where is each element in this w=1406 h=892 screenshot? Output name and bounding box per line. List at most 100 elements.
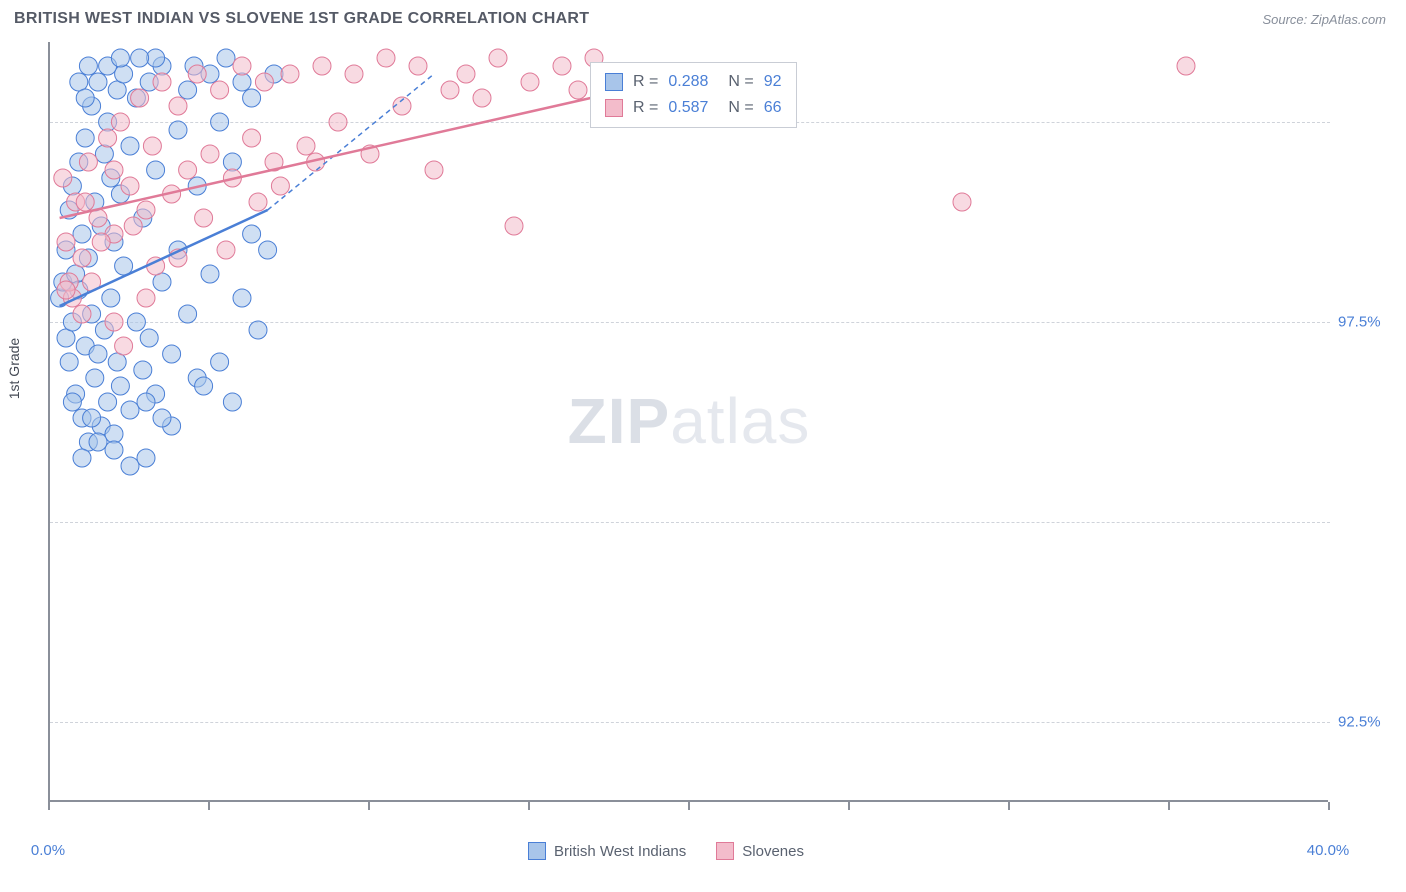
scatter-point [143, 137, 161, 155]
trend-line-extrapolated [268, 74, 434, 210]
scatter-point [76, 89, 94, 107]
scatter-point [137, 393, 155, 411]
legend-n-label: N = [728, 73, 753, 91]
x-tick [528, 802, 530, 810]
scatter-point [169, 97, 187, 115]
scatter-point [105, 425, 123, 443]
scatter-point [553, 57, 571, 75]
scatter-point [179, 305, 197, 323]
scatter-point [281, 65, 299, 83]
x-tick [688, 802, 690, 810]
bottom-legend-item: Slovenes [716, 842, 804, 860]
scatter-plot-svg [50, 42, 1330, 802]
scatter-point [441, 81, 459, 99]
scatter-point [102, 289, 120, 307]
legend-r-label: R = [633, 73, 658, 91]
scatter-point [137, 289, 155, 307]
scatter-point [89, 345, 107, 363]
scatter-point [249, 321, 267, 339]
scatter-point [73, 225, 91, 243]
x-tick-label: 0.0% [31, 842, 65, 859]
scatter-point [243, 89, 261, 107]
scatter-point [211, 353, 229, 371]
scatter-point [73, 249, 91, 267]
bottom-legend: British West Indians Slovenes [528, 842, 804, 860]
y-tick-label: 92.5% [1338, 714, 1381, 731]
scatter-point [111, 113, 129, 131]
scatter-point [217, 49, 235, 67]
x-tick [48, 802, 50, 810]
scatter-point [953, 193, 971, 211]
scatter-point [76, 193, 94, 211]
chart-source: Source: ZipAtlas.com [1262, 12, 1386, 27]
scatter-point [105, 441, 123, 459]
scatter-point [179, 81, 197, 99]
chart-container: ZIPatlas R =0.288N =92R =0.587N =66 1st … [48, 42, 1388, 822]
scatter-point [211, 113, 229, 131]
scatter-point [131, 89, 149, 107]
scatter-point [505, 217, 523, 235]
scatter-point [92, 233, 110, 251]
scatter-point [233, 73, 251, 91]
scatter-point [243, 225, 261, 243]
scatter-point [297, 137, 315, 155]
scatter-point [521, 73, 539, 91]
chart-header: BRITISH WEST INDIAN VS SLOVENE 1ST GRADE… [0, 0, 1406, 34]
scatter-point [147, 161, 165, 179]
x-tick [1008, 802, 1010, 810]
scatter-point [255, 73, 273, 91]
x-tick-label: 40.0% [1307, 842, 1350, 859]
scatter-point [108, 81, 126, 99]
scatter-point [95, 145, 113, 163]
scatter-point [457, 65, 475, 83]
legend-swatch [716, 842, 734, 860]
legend-swatch [528, 842, 546, 860]
scatter-point [153, 273, 171, 291]
legend-r-value: 0.587 [668, 99, 708, 117]
scatter-point [86, 369, 104, 387]
scatter-point [89, 73, 107, 91]
scatter-point [188, 65, 206, 83]
legend-n-value: 66 [764, 99, 782, 117]
stat-legend-box: R =0.288N =92R =0.587N =66 [590, 62, 797, 128]
scatter-point [569, 81, 587, 99]
legend-series-label: British West Indians [554, 843, 686, 860]
scatter-point [233, 57, 251, 75]
scatter-point [233, 289, 251, 307]
scatter-point [134, 361, 152, 379]
scatter-point [105, 313, 123, 331]
scatter-point [111, 377, 129, 395]
plot-area: ZIPatlas R =0.288N =92R =0.587N =66 [48, 42, 1328, 802]
scatter-point [271, 177, 289, 195]
scatter-point [121, 137, 139, 155]
scatter-point [153, 73, 171, 91]
scatter-point [409, 57, 427, 75]
scatter-point [115, 337, 133, 355]
scatter-point [79, 153, 97, 171]
stat-legend-row: R =0.288N =92 [605, 69, 782, 95]
scatter-point [131, 49, 149, 67]
scatter-point [147, 49, 165, 67]
legend-series-label: Slovenes [742, 843, 804, 860]
trend-line [60, 90, 626, 218]
y-axis-label: 1st Grade [6, 338, 22, 399]
scatter-point [99, 129, 117, 147]
scatter-point [76, 129, 94, 147]
scatter-point [60, 353, 78, 371]
scatter-point [169, 121, 187, 139]
x-tick [1168, 802, 1170, 810]
scatter-point [425, 161, 443, 179]
scatter-point [79, 57, 97, 75]
scatter-point [489, 49, 507, 67]
legend-r-value: 0.288 [668, 73, 708, 91]
scatter-point [195, 377, 213, 395]
x-tick [1328, 802, 1330, 810]
scatter-point [63, 393, 81, 411]
scatter-point [99, 393, 117, 411]
bottom-legend-item: British West Indians [528, 842, 686, 860]
scatter-point [137, 449, 155, 467]
legend-r-label: R = [633, 99, 658, 117]
scatter-point [313, 57, 331, 75]
scatter-point [329, 113, 347, 131]
legend-n-label: N = [728, 99, 753, 117]
